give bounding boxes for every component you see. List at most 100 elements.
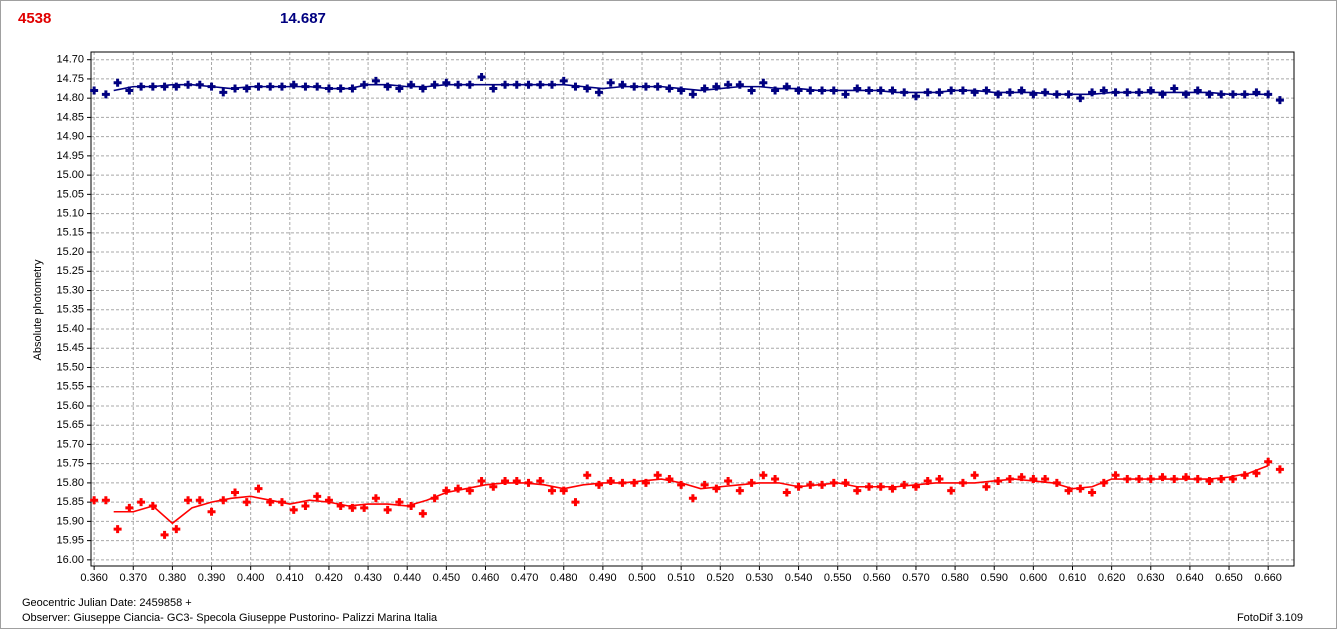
point (970, 88, 979, 97)
point (935, 88, 944, 97)
x-tick-label: 0.470 (511, 572, 539, 584)
point (536, 476, 545, 485)
point (630, 478, 639, 487)
point (1205, 90, 1214, 99)
point (794, 482, 803, 491)
x-tick-label: 0.650 (1215, 572, 1243, 584)
annotation: 14.687 (280, 10, 326, 27)
y-tick-label: 15.80 (56, 477, 84, 489)
point (407, 501, 416, 510)
point (442, 486, 451, 495)
y-tick-label: 15.60 (56, 400, 84, 412)
point (418, 509, 427, 518)
point (1005, 475, 1014, 484)
point (113, 525, 122, 534)
point (1275, 465, 1284, 474)
y-tick-label: 16.00 (56, 554, 84, 566)
point (148, 82, 157, 91)
point (853, 84, 862, 93)
point (1064, 486, 1073, 495)
point (137, 82, 146, 91)
point (771, 86, 780, 95)
point (360, 80, 369, 89)
point (806, 86, 815, 95)
point (1158, 90, 1167, 99)
x-tick-label: 0.500 (628, 572, 656, 584)
x-tick-label: 0.490 (589, 572, 617, 584)
point (336, 84, 345, 93)
point (1005, 88, 1014, 97)
point (688, 494, 697, 503)
x-tick-label: 0.430 (354, 572, 382, 584)
point (900, 480, 909, 489)
point (618, 80, 627, 89)
point (184, 496, 193, 505)
y-tick-label: 15.15 (56, 227, 84, 239)
point (195, 80, 204, 89)
trend-line (113, 464, 1269, 525)
point (994, 476, 1003, 485)
point (641, 82, 650, 91)
point (184, 80, 193, 89)
x-tick-label: 0.440 (393, 572, 421, 584)
y-axis-title: Absolute photometry (32, 259, 44, 360)
point (1181, 90, 1190, 99)
point (195, 496, 204, 505)
point (430, 494, 439, 503)
point (641, 478, 650, 487)
point (101, 90, 110, 99)
point (594, 88, 603, 97)
point (1158, 473, 1167, 482)
point (1029, 475, 1038, 484)
point (1240, 90, 1249, 99)
point (1135, 475, 1144, 484)
point (1240, 471, 1249, 480)
point (876, 482, 885, 491)
point (724, 476, 733, 485)
point (172, 525, 181, 534)
point (383, 505, 392, 514)
point (958, 86, 967, 95)
point (1099, 478, 1108, 487)
point (1170, 84, 1179, 93)
y-tick-label: 14.95 (56, 150, 84, 162)
point (512, 476, 521, 485)
x-tick-label: 0.640 (1176, 572, 1204, 584)
x-tick-label: 0.560 (863, 572, 891, 584)
point (1146, 475, 1155, 484)
point (853, 486, 862, 495)
point (1111, 88, 1120, 97)
point (630, 82, 639, 91)
point (1228, 475, 1237, 484)
plot-area (91, 52, 1294, 566)
y-tick-label: 15.35 (56, 304, 84, 316)
point (1135, 88, 1144, 97)
x-tick-label: 0.580 (941, 572, 969, 584)
point (829, 86, 838, 95)
point (571, 498, 580, 507)
x-tick-label: 0.600 (1020, 572, 1048, 584)
point (559, 486, 568, 495)
annotation: 4538 (18, 10, 51, 27)
point (935, 475, 944, 484)
x-tick-label: 0.510 (667, 572, 695, 584)
point (90, 496, 99, 505)
point (923, 476, 932, 485)
point (395, 498, 404, 507)
point (1123, 475, 1132, 484)
point (160, 530, 169, 539)
point (900, 88, 909, 97)
point (712, 484, 721, 493)
point (454, 484, 463, 493)
point (348, 84, 357, 93)
x-tick-label: 0.610 (1059, 572, 1087, 584)
point (583, 471, 592, 480)
x-tick-label: 0.570 (902, 572, 930, 584)
point (782, 82, 791, 91)
point (501, 80, 510, 89)
point (606, 78, 615, 87)
point (1041, 88, 1050, 97)
y-tick-label: 15.50 (56, 361, 84, 373)
point (465, 486, 474, 495)
y-tick-label: 14.75 (56, 73, 84, 85)
